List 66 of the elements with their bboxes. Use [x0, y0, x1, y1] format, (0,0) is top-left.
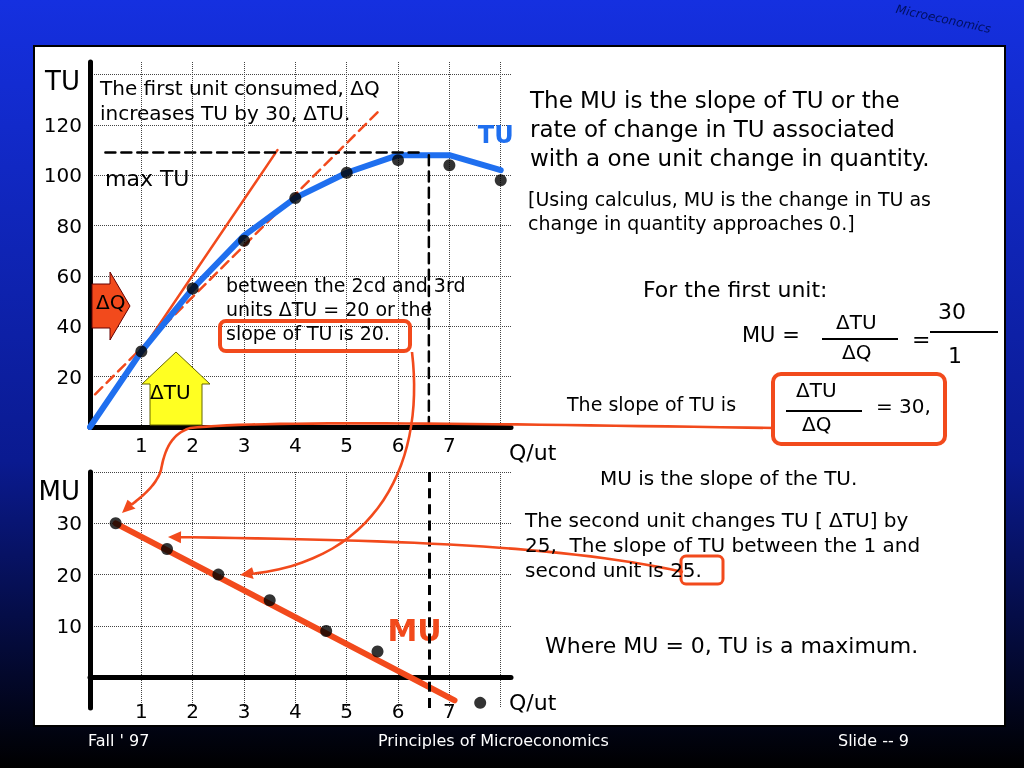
y-tick-label: 30 — [56, 511, 82, 536]
x-tick-label: 1 — [134, 699, 148, 724]
point — [474, 696, 487, 709]
text: = — [912, 326, 932, 354]
y-tick-label: 10 — [56, 613, 82, 638]
y-tick-label: 20 — [56, 364, 82, 389]
y-tick-label: 80 — [56, 213, 82, 238]
text: = 30, — [876, 394, 932, 419]
text: ΔQ — [802, 412, 833, 437]
y-axis-title: MU — [38, 476, 80, 506]
x-tick-label: 4 — [289, 699, 302, 724]
x-tick-label: 7 — [443, 699, 456, 724]
point — [135, 345, 148, 358]
y-tick-label: 40 — [56, 314, 82, 339]
y-tick-label: 60 — [56, 263, 82, 288]
point — [443, 159, 456, 172]
y-tick-label: 20 — [56, 562, 82, 587]
point — [340, 166, 353, 179]
annotation: ΔTU — [150, 380, 192, 405]
text: MU is the slope of the TU. — [600, 466, 859, 491]
x-tick-label: 7 — [443, 433, 456, 457]
y-axis-title: TU — [44, 66, 80, 96]
annotation: The first unit consumed, ΔQ increases TU by 30, ΔTU. — [100, 76, 381, 126]
x-tick-label: 4 — [289, 433, 302, 457]
text: Fall ' 97 — [88, 731, 151, 751]
text: ΔQ — [842, 340, 873, 365]
text: MU = — [742, 322, 801, 349]
annotation: max TU — [105, 165, 191, 193]
text: The slope of TU is — [567, 393, 738, 417]
point — [109, 517, 122, 530]
point — [320, 625, 333, 638]
series-label: MU — [387, 612, 442, 648]
x-tick-label: 6 — [391, 699, 405, 724]
y-tick-label: 100 — [43, 163, 82, 188]
text: 30 — [938, 298, 967, 326]
x-axis-title: Q/ut — [509, 689, 557, 715]
x-tick-label: 3 — [237, 699, 251, 724]
text: Principles of Microeconomics — [378, 731, 610, 751]
text: ΔTU — [836, 310, 878, 335]
point — [186, 282, 199, 295]
point — [238, 234, 251, 247]
text: Where MU = 0, TU is a maximum. — [545, 632, 920, 660]
text: ΔTU — [796, 378, 838, 403]
text: [Using calculus, MU is the change in TU as change in quantity approaches 0.] — [528, 188, 932, 236]
point — [392, 154, 405, 167]
x-axis-title: Q/ut — [509, 439, 557, 465]
point — [263, 594, 276, 607]
y-tick-label: 120 — [43, 112, 82, 137]
x-tick-label: 5 — [340, 433, 354, 457]
text: The MU is the slope of TU or the rate of change in TU associated with a one unit change in quantity. — [530, 86, 930, 173]
point — [161, 542, 174, 555]
annotation: ΔQ — [96, 290, 127, 315]
text: For the first unit: — [643, 276, 829, 304]
x-tick-label: 6 — [391, 433, 405, 457]
text: 1 — [948, 342, 963, 370]
point — [212, 568, 225, 581]
series-label: TU — [477, 121, 514, 150]
x-tick-label: 2 — [186, 699, 200, 724]
x-tick-label: 3 — [237, 433, 251, 457]
x-tick-label: 5 — [340, 699, 354, 724]
point — [289, 191, 302, 204]
text: Slide -- 9 — [838, 731, 910, 751]
x-tick-label: 1 — [134, 433, 148, 457]
point — [494, 174, 507, 187]
x-tick-label: 2 — [186, 433, 200, 457]
point — [371, 645, 384, 658]
